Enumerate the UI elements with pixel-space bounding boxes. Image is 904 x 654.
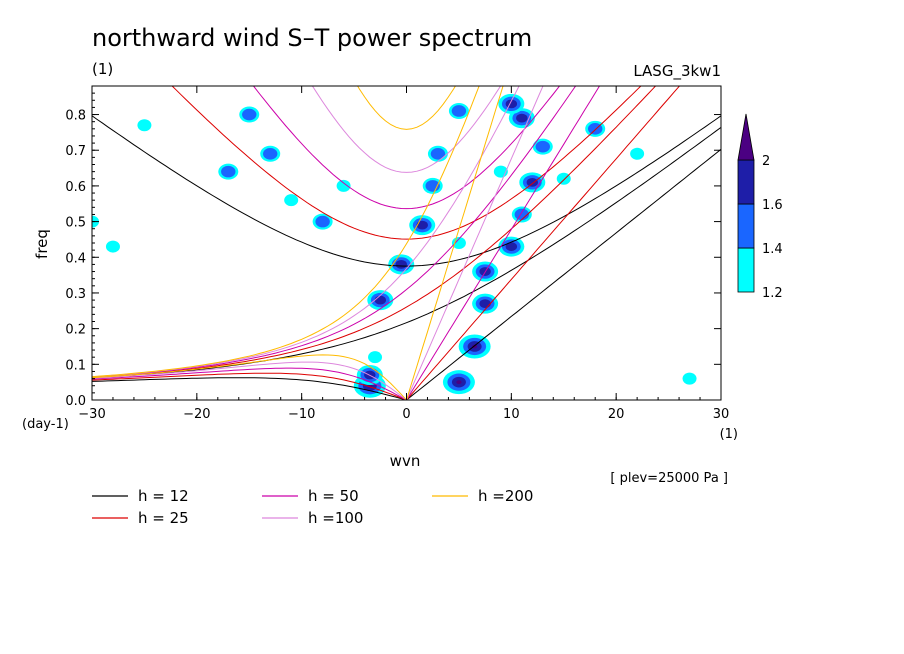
contour-region-12-level-2 xyxy=(374,295,386,305)
legend-label-h100: h =100 xyxy=(308,509,363,527)
dispersion-curve-h100-1 xyxy=(92,86,520,378)
dispersion-curve-h12-1 xyxy=(92,126,721,379)
y-tick-label: 0.4 xyxy=(65,251,86,266)
y-axis-unit: (day-1) xyxy=(22,417,69,432)
x-tick-label: 10 xyxy=(503,407,520,422)
chart-subtitle-left: (1) xyxy=(92,60,113,78)
y-tick-label: 0.5 xyxy=(65,216,86,231)
contour-region-1-level-3 xyxy=(472,344,478,349)
contour-region-20-level-1 xyxy=(263,147,278,160)
contour-region-25-level-0 xyxy=(105,240,120,253)
y-tick-label: 0.3 xyxy=(65,287,86,302)
contour-region-6-level-2 xyxy=(526,177,538,187)
dispersion-curve-layer xyxy=(92,86,721,400)
contour-region-13-level-2 xyxy=(395,260,407,269)
level-note: [ plev=25000 Pa ] xyxy=(610,471,728,486)
dispersion-curve-h12-3 xyxy=(92,377,407,400)
dispersion-curve-h50-0 xyxy=(406,86,601,400)
contour-region-27-level-0 xyxy=(368,351,383,364)
dispersion-curve-h25-3 xyxy=(92,372,407,400)
colorbar-label: 1.6 xyxy=(762,198,783,213)
contour-region-21-level-1 xyxy=(315,215,330,228)
legend-label-h50: h = 50 xyxy=(308,487,359,505)
contour-layer xyxy=(92,93,697,398)
contour-region-23-level-0 xyxy=(336,179,351,192)
x-tick-label: 30 xyxy=(713,407,730,422)
dispersion-curve-h12-0 xyxy=(406,148,721,400)
dispersion-curve-h200-0 xyxy=(406,86,504,400)
y-tick-label: 0.1 xyxy=(65,358,86,373)
x-tick-label: −20 xyxy=(183,407,210,422)
contour-region-7-level-1 xyxy=(535,140,550,153)
contour-region-22-level-0 xyxy=(284,194,299,207)
contour-region-8-level-2 xyxy=(516,113,528,123)
contour-region-4-level-2 xyxy=(505,242,518,251)
dispersion-curve-h12-2 xyxy=(92,115,721,267)
dispersion-curve-h100-0 xyxy=(406,86,544,400)
legend-label-h25: h = 25 xyxy=(138,509,189,527)
dispersion-curve-h25-1 xyxy=(92,86,657,378)
colorbar-band-1 xyxy=(737,203,755,249)
x-tick-label: −30 xyxy=(78,407,105,422)
x-axis-label: wvn xyxy=(390,452,421,470)
contour-region-17-level-1 xyxy=(451,105,467,117)
x-tick-label: −10 xyxy=(288,407,315,422)
x-axis-unit: (1) xyxy=(720,427,738,442)
y-axis: 0.0 0.1 0.2 0.3 0.4 0.5 0.6 0.7 0.8 xyxy=(65,85,721,409)
y-tick-label: 0.7 xyxy=(65,144,86,159)
y-tick-label: 0.0 xyxy=(65,394,86,409)
dispersion-curve-h100-3 xyxy=(92,361,407,400)
dispersion-curve-h200-2 xyxy=(357,86,456,130)
contour-region-31-level-0 xyxy=(630,147,645,160)
contour-region-0-level-3 xyxy=(456,380,462,385)
colorbar: 1.2 1.4 1.6 2 xyxy=(737,113,783,301)
dispersion-curve-h50-2 xyxy=(252,86,561,210)
dispersion-curve-h50-3 xyxy=(92,367,407,400)
contour-region-2-level-2 xyxy=(479,299,491,309)
colorbar-extend-triangle xyxy=(737,113,755,161)
contour-region-24-level-0 xyxy=(137,119,152,132)
dispersion-curve-h50-1 xyxy=(92,86,577,378)
legend-label-h200: h =200 xyxy=(478,487,533,505)
y-tick-label: 0.2 xyxy=(65,323,86,338)
colorbar-band-2 xyxy=(737,159,755,205)
chart-title: northward wind S–T power spectrum xyxy=(92,24,532,52)
contour-region-16-level-1 xyxy=(430,147,446,160)
dispersion-curve-h200-1 xyxy=(92,86,480,378)
contour-region-18-level-1 xyxy=(242,108,257,121)
contour-region-19-level-1 xyxy=(221,165,236,178)
x-tick-label: 0 xyxy=(402,407,410,422)
dispersion-curve-h25-0 xyxy=(406,86,681,400)
colorbar-label: 2 xyxy=(762,154,770,169)
dispersion-curve-h25-2 xyxy=(171,86,642,240)
contour-region-32-level-0 xyxy=(682,372,697,385)
curve-legend: h = 12 h = 25 h = 50 h =100 h =200 xyxy=(92,487,533,527)
colorbar-band-0 xyxy=(737,247,755,293)
chart-subtitle-right: LASG_3kw1 xyxy=(633,62,721,81)
contour-region-14-level-2 xyxy=(416,220,428,230)
legend-label-h12: h = 12 xyxy=(138,487,189,505)
y-axis-label: freq xyxy=(33,229,51,259)
x-tick-label: 20 xyxy=(608,407,625,422)
dispersion-curve-h100-2 xyxy=(311,86,502,173)
y-tick-label: 0.8 xyxy=(65,109,86,124)
colorbar-label: 1.2 xyxy=(762,286,783,301)
dispersion-curve-h200-3 xyxy=(92,354,407,400)
y-tick-label: 0.6 xyxy=(65,180,86,195)
x-axis: −30 −20 −10 0 10 20 30 xyxy=(78,86,729,422)
colorbar-label: 1.4 xyxy=(762,242,783,257)
